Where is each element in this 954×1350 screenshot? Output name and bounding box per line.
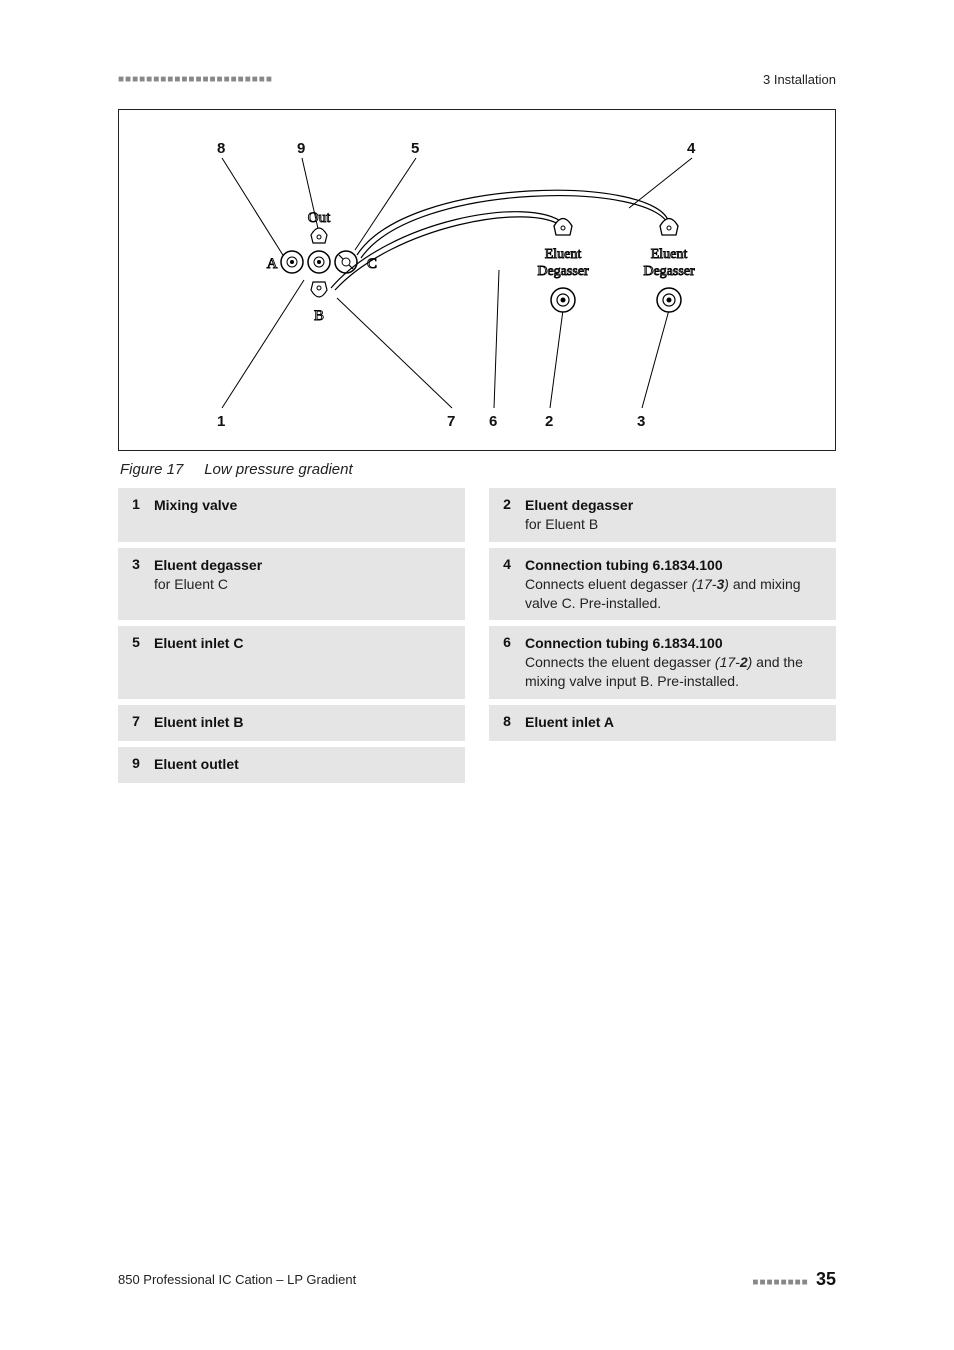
legend-num: 5 <box>118 634 154 650</box>
figure-caption: Figure 17 Low pressure gradient <box>118 461 836 478</box>
legend-desc: Connects the eluent degasser (17-2) and … <box>525 654 803 689</box>
diagram-svg: Out A C B <box>139 140 799 430</box>
figure-box: 8 9 5 4 1 7 6 2 3 <box>118 109 836 451</box>
svg-text:Eluent: Eluent <box>651 247 688 262</box>
svg-text:Degasser: Degasser <box>537 264 589 279</box>
legend-item-6: 6 Connection tubing 6.1834.100 Connects … <box>489 626 836 699</box>
legend-title: Eluent inlet A <box>525 714 614 730</box>
svg-text:Out: Out <box>308 210 331 226</box>
legend-desc-pre: Connects the eluent degasser <box>525 654 715 670</box>
legend-item-8: 8 Eluent inlet A <box>489 705 836 741</box>
footer-left: 850 Professional IC Cation – LP Gradient <box>118 1272 356 1287</box>
header-section: 3 Installation <box>763 72 836 87</box>
legend-num: 7 <box>118 713 154 729</box>
footer-dashes: ■■■■■■■■ <box>752 1277 808 1288</box>
svg-text:Eluent: Eluent <box>545 247 582 262</box>
figure-caption-text: Low pressure gradient <box>204 461 352 478</box>
legend-item-1: 1 Mixing valve <box>118 488 465 542</box>
legend-item-4: 4 Connection tubing 6.1834.100 Connects … <box>489 548 836 621</box>
legend-title: Connection tubing 6.1834.100 <box>525 635 723 651</box>
legend-num: 9 <box>118 755 154 771</box>
legend-ref-pre: (17- <box>715 654 740 670</box>
svg-text:A: A <box>267 256 278 272</box>
legend-title: Mixing valve <box>154 497 237 513</box>
legend-item-7: 7 Eluent inlet B <box>118 705 465 741</box>
legend-item-5: 5 Eluent inlet C <box>118 626 465 699</box>
legend-num: 8 <box>489 713 525 729</box>
degasser-2: Eluent Degasser <box>643 219 695 313</box>
degasser-1: Eluent Degasser <box>537 219 589 313</box>
legend-desc-pre: Connects eluent degasser <box>525 576 692 592</box>
legend-desc: for Eluent B <box>525 516 598 532</box>
legend-title: Eluent inlet B <box>154 714 243 730</box>
legend-desc: for Eluent C <box>154 576 228 592</box>
legend-title: Eluent outlet <box>154 756 239 772</box>
legend-title: Eluent inlet C <box>154 635 243 651</box>
legend-ref-pre: (17- <box>692 576 717 592</box>
svg-text:Degasser: Degasser <box>643 264 695 279</box>
page-header: ■■■■■■■■■■■■■■■■■■■■■■ 3 Installation <box>118 72 836 87</box>
legend-num: 3 <box>118 556 154 572</box>
legend: 1 Mixing valve 2 Eluent degasser for Elue… <box>118 488 836 783</box>
legend-item-9: 9 Eluent outlet <box>118 747 465 783</box>
legend-item-3: 3 Eluent degasser for Eluent C <box>118 548 465 621</box>
legend-num: 6 <box>489 634 525 650</box>
legend-num: 4 <box>489 556 525 572</box>
legend-title: Eluent degasser <box>154 557 262 573</box>
legend-title: Connection tubing 6.1834.100 <box>525 557 723 573</box>
page-footer: 850 Professional IC Cation – LP Gradient… <box>118 1269 836 1290</box>
legend-item-2: 2 Eluent degasser for Eluent B <box>489 488 836 542</box>
legend-num: 2 <box>489 496 525 512</box>
legend-ref-bold: 2 <box>740 654 748 670</box>
svg-text:B: B <box>314 308 324 324</box>
figure-caption-prefix: Figure 17 <box>120 461 183 478</box>
header-dashes: ■■■■■■■■■■■■■■■■■■■■■■ <box>118 74 273 85</box>
legend-empty <box>489 747 836 783</box>
legend-num: 1 <box>118 496 154 512</box>
diagram: 8 9 5 4 1 7 6 2 3 <box>139 140 815 430</box>
mixing-valve-group: Out A C B <box>267 210 377 324</box>
legend-desc: Connects eluent degasser (17-3) and mixi… <box>525 576 801 611</box>
legend-title: Eluent degasser <box>525 497 633 513</box>
page-number: 35 <box>816 1269 836 1289</box>
